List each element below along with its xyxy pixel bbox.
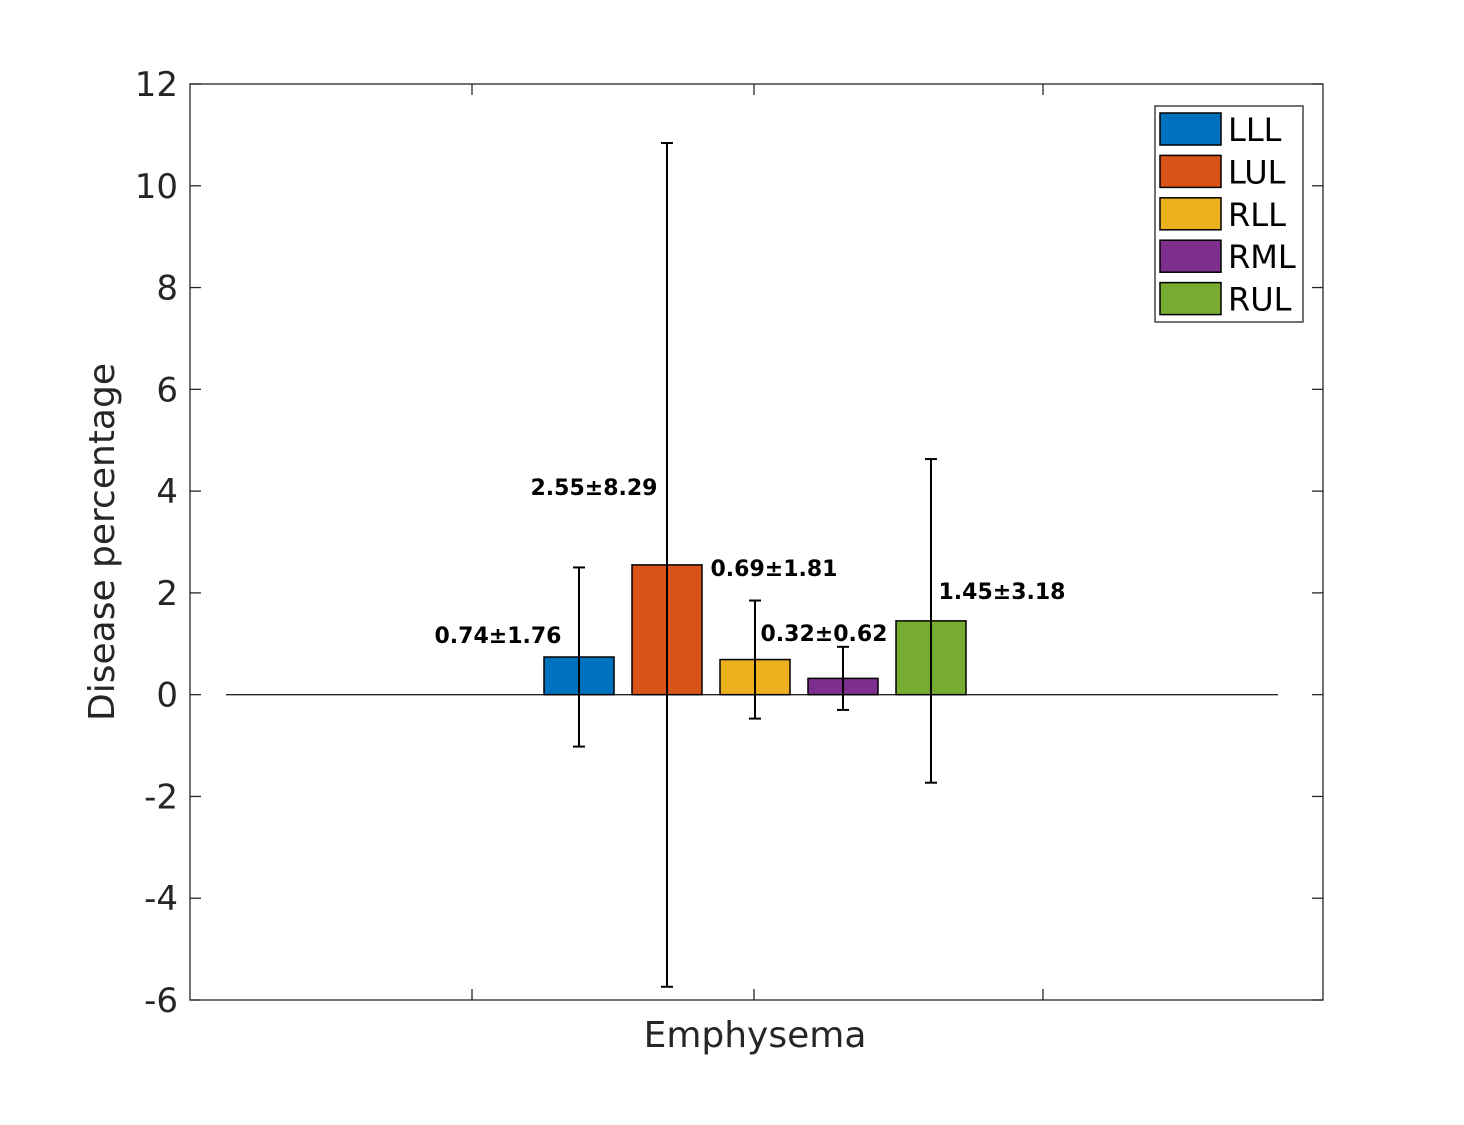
legend-swatch-lll: [1159, 112, 1222, 146]
plot-area: [189, 83, 1324, 1001]
y-tick-label: 12: [135, 65, 178, 105]
y-tick-label: 4: [156, 472, 178, 512]
error-bars: [573, 142, 937, 988]
legend-swatch-rml: [1159, 239, 1222, 273]
y-tick-label: 8: [156, 269, 178, 309]
y-tick-label: 0: [156, 676, 178, 716]
legend-swatch-rul: [1159, 281, 1222, 316]
y-axis-title: Disease percentage: [82, 363, 123, 721]
data-labels: 0.74±1.76 2.55±8.29 0.69±1.81 0.32±0.62 1.45…: [435, 476, 1066, 649]
y-tick-label: -2: [144, 777, 178, 817]
x-axis: [471, 84, 1044, 1000]
legend-label-rll: RLL: [1228, 196, 1286, 234]
data-label-rul: 1.45±3.18: [939, 580, 1066, 605]
data-label-rll: 0.69±1.81: [711, 557, 838, 582]
y-tick-label: 6: [156, 370, 178, 410]
legend-label-rml: RML: [1228, 238, 1296, 276]
y-tick-label: 2: [156, 574, 178, 614]
legend: LLL LUL RLL RML RUL: [1154, 105, 1304, 323]
y-axis: -6 -4 -2 0 2 4 6 8 10 12: [135, 65, 1323, 1021]
legend-swatch-rll: [1159, 197, 1222, 231]
legend-label-lll: LLL: [1228, 111, 1282, 149]
legend-label-rul: RUL: [1228, 281, 1292, 319]
data-label-rml: 0.32±0.62: [761, 622, 888, 647]
y-tick-label: -6: [144, 981, 178, 1021]
legend-swatch-lul: [1159, 154, 1222, 189]
data-label-lll: 0.74±1.76: [435, 624, 562, 649]
y-tick-label: 10: [135, 167, 178, 207]
axes-box: [189, 83, 1324, 1001]
y-tick-label: -4: [144, 879, 178, 919]
x-axis-title: Emphysema: [644, 1015, 867, 1056]
legend-label-lul: LUL: [1228, 153, 1286, 191]
data-label-lul: 2.55±8.29: [531, 476, 658, 501]
